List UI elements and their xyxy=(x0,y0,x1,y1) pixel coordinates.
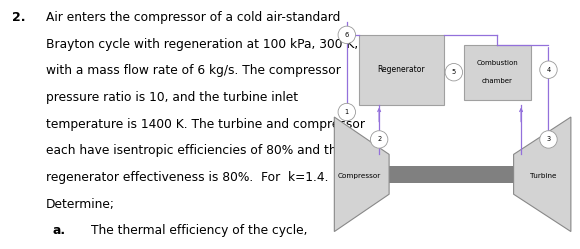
Text: Combustion: Combustion xyxy=(477,61,519,66)
Text: 2.: 2. xyxy=(13,11,26,24)
Text: temperature is 1400 K. The turbine and compressor: temperature is 1400 K. The turbine and c… xyxy=(46,118,365,131)
Circle shape xyxy=(338,103,356,121)
Text: with a mass flow rate of 6 kg/s. The compressor: with a mass flow rate of 6 kg/s. The com… xyxy=(46,64,340,77)
Text: 5: 5 xyxy=(452,69,456,75)
Text: each have isentropic efficiencies of 80% and the: each have isentropic efficiencies of 80%… xyxy=(46,144,344,157)
Text: regenerator effectiveness is 80%.  For  k=1.4.: regenerator effectiveness is 80%. For k=… xyxy=(46,171,328,184)
Text: Brayton cycle with regeneration at 100 kPa, 300 K,: Brayton cycle with regeneration at 100 k… xyxy=(46,38,358,51)
Text: The thermal efficiency of the cycle,: The thermal efficiency of the cycle, xyxy=(91,224,307,237)
Polygon shape xyxy=(514,117,571,232)
Text: Regenerator: Regenerator xyxy=(378,65,425,74)
Circle shape xyxy=(338,26,356,44)
Circle shape xyxy=(445,63,463,81)
Text: Determine;: Determine; xyxy=(46,198,115,211)
Bar xyxy=(464,45,531,100)
Circle shape xyxy=(540,131,557,148)
Text: Compressor: Compressor xyxy=(338,173,381,179)
Bar xyxy=(359,35,444,105)
Polygon shape xyxy=(334,117,389,232)
Text: 3: 3 xyxy=(546,136,550,142)
Text: a.: a. xyxy=(52,224,66,237)
Circle shape xyxy=(371,131,388,148)
Text: 4: 4 xyxy=(546,67,550,73)
Text: 6: 6 xyxy=(345,32,349,38)
Bar xyxy=(389,166,514,183)
Text: Air enters the compressor of a cold air-standard: Air enters the compressor of a cold air-… xyxy=(46,11,340,24)
Text: 1: 1 xyxy=(345,109,349,115)
Text: pressure ratio is 10, and the turbine inlet: pressure ratio is 10, and the turbine in… xyxy=(46,91,298,104)
Text: Turbine: Turbine xyxy=(530,173,557,179)
Circle shape xyxy=(540,61,557,78)
Text: chamber: chamber xyxy=(482,78,513,84)
Text: 2: 2 xyxy=(377,136,381,142)
